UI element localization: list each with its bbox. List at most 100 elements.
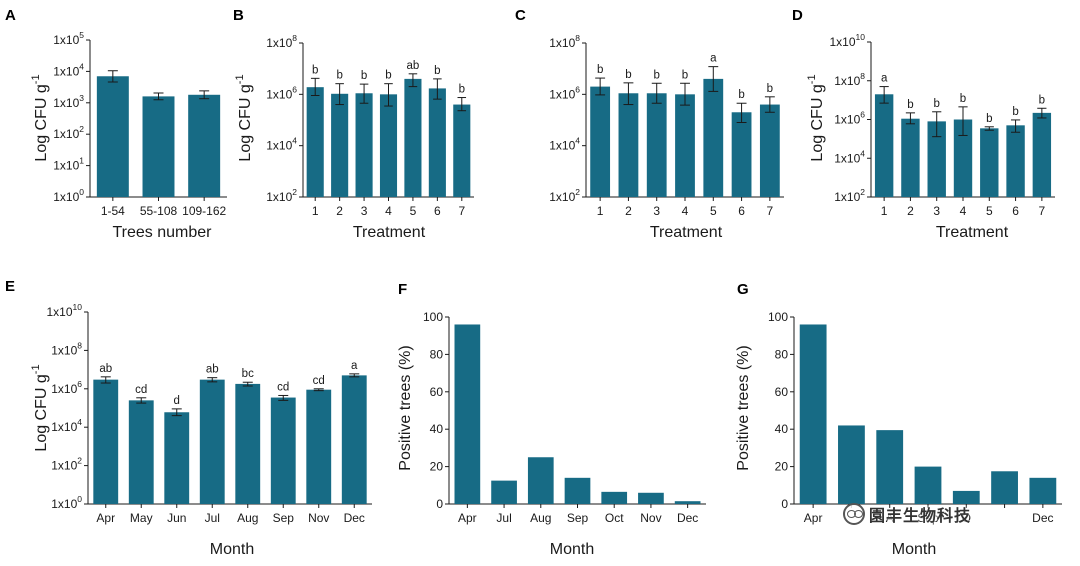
significance-letter: cd xyxy=(313,375,325,387)
significance-letter: b xyxy=(434,65,440,77)
significance-letter: ab xyxy=(407,60,420,72)
panel-g: G 0 20 40 60 80 100 Apr A Sep O Dec Positive trees (… xyxy=(735,281,1062,558)
significance-letter: ab xyxy=(206,364,219,376)
x-tick-label: Aug xyxy=(530,511,551,525)
bar xyxy=(235,383,261,504)
x-tick-label: Sep xyxy=(917,511,939,525)
x-tick-label: 5 xyxy=(710,204,717,218)
x-tick-label: Nov xyxy=(308,511,329,525)
x-tick-label: 4 xyxy=(682,204,689,218)
x-tick-label: 5 xyxy=(410,204,417,218)
x-tick-label: 5 xyxy=(986,204,993,218)
bar xyxy=(618,93,639,197)
bar xyxy=(306,389,332,504)
panel-letter: F xyxy=(398,281,407,298)
significance-letter: b xyxy=(312,64,318,76)
bar xyxy=(270,397,296,504)
y-tick-label: 100 xyxy=(423,310,443,324)
significance-letter: b xyxy=(336,70,342,82)
panel-letter: C xyxy=(515,7,526,24)
y-tick-label: 1x106 xyxy=(549,84,580,101)
x-tick-label: 2 xyxy=(625,204,632,218)
y-tick-label: 1x100 xyxy=(53,187,84,204)
bar xyxy=(142,96,175,197)
y-tick-label: 60 xyxy=(775,385,789,399)
significance-letter: a xyxy=(710,53,717,65)
x-tick-label: 7 xyxy=(1039,204,1046,218)
x-tick-label: Apr xyxy=(96,511,115,525)
significance-letter: b xyxy=(1012,106,1018,118)
significance-letter: b xyxy=(361,70,367,82)
significance-letter: cd xyxy=(277,381,289,393)
panel-a: A 1x100 1x101 1x102 1x103 1x104 1x105 1-54 55-10… xyxy=(5,7,227,241)
y-tick-label: 60 xyxy=(430,385,444,399)
y-tick-label: 1x102 xyxy=(51,456,82,473)
significance-letter: b xyxy=(654,69,660,81)
x-axis-title: Month xyxy=(550,541,594,558)
x-tick-label: Sep xyxy=(273,511,295,525)
bar xyxy=(991,471,1018,504)
bar xyxy=(876,430,904,504)
y-tick-label: 1x108 xyxy=(834,71,865,88)
significance-letter: b xyxy=(459,84,465,96)
bar xyxy=(703,78,724,197)
y-tick-label: 20 xyxy=(430,460,444,474)
y-tick-label: 1x102 xyxy=(266,187,297,204)
bar xyxy=(164,412,190,504)
bar xyxy=(646,93,667,197)
significance-letter: b xyxy=(986,113,992,125)
x-tick-label: 6 xyxy=(434,204,441,218)
x-axis-title: Trees number xyxy=(113,224,213,241)
bar xyxy=(564,477,591,504)
x-tick-label: Dec xyxy=(344,511,365,525)
y-tick-label: 1x105 xyxy=(53,30,84,47)
panel-letter: B xyxy=(233,7,244,24)
bar xyxy=(379,94,398,197)
y-tick-label: 1x100 xyxy=(51,494,82,511)
y-tick-label: 80 xyxy=(430,347,444,361)
significance-letter: b xyxy=(625,69,631,81)
x-tick-label: 1 xyxy=(881,204,888,218)
significance-letter: b xyxy=(738,89,744,101)
y-axis-title: Log CFU g-1 xyxy=(806,74,826,161)
bar xyxy=(590,86,611,197)
y-axis-title: Log CFU g-1 xyxy=(30,74,50,161)
x-tick-label: 1 xyxy=(597,204,604,218)
x-tick-label: 109-162 xyxy=(182,204,226,218)
y-tick-label: 1x102 xyxy=(53,124,84,141)
bar xyxy=(1029,477,1057,504)
y-tick-label: 1x1010 xyxy=(830,32,866,49)
y-tick-label: 1x106 xyxy=(834,110,865,127)
bar xyxy=(901,118,920,197)
significance-letter: b xyxy=(682,69,688,81)
bar xyxy=(914,466,942,504)
bar xyxy=(341,375,367,504)
x-tick-label: Oct xyxy=(605,511,624,525)
significance-letter: b xyxy=(767,83,773,95)
bar xyxy=(980,128,999,197)
bar xyxy=(675,94,695,197)
bar xyxy=(454,324,481,504)
bar xyxy=(404,78,422,197)
bar xyxy=(952,490,980,504)
x-tick-label: 4 xyxy=(385,204,392,218)
significance-letter: b xyxy=(597,64,603,76)
significance-letter: b xyxy=(385,70,391,82)
bar xyxy=(331,93,349,197)
bar xyxy=(759,104,780,197)
significance-letter: d xyxy=(174,395,180,407)
x-tick-label: 3 xyxy=(933,204,940,218)
x-tick-label: O xyxy=(962,511,971,525)
x-tick-label: Jul xyxy=(496,511,511,525)
bar xyxy=(306,87,324,197)
y-tick-label: 1x101 xyxy=(53,156,84,173)
panel-letter: E xyxy=(5,278,15,295)
y-axis-title: Log CFU g-1 xyxy=(30,364,50,451)
y-tick-label: 1x102 xyxy=(549,187,580,204)
x-axis-title: Treatment xyxy=(936,224,1009,241)
y-tick-label: 1x108 xyxy=(266,33,297,50)
y-tick-label: 0 xyxy=(781,497,788,511)
x-tick-label: 6 xyxy=(1012,204,1019,218)
significance-letter: cd xyxy=(135,384,147,396)
panel-c: C 1x102 1x104 1x106 1x108 b 1 b 2 b 3 b 4 a 5 b 6 b 7 Treat… xyxy=(515,7,784,241)
